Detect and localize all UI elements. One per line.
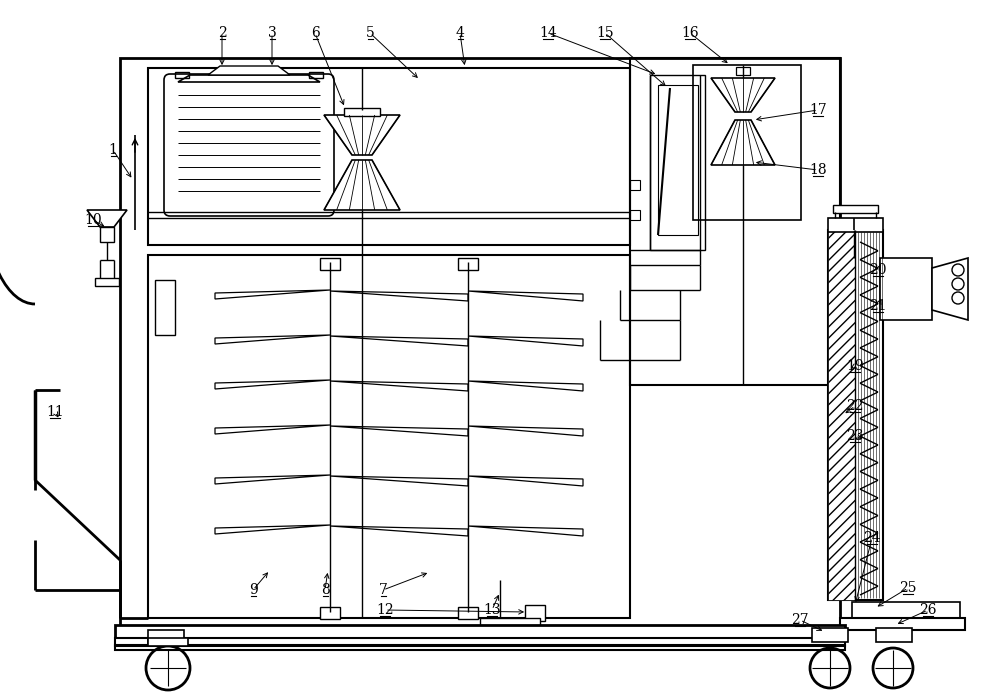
Polygon shape	[330, 476, 468, 486]
Polygon shape	[215, 475, 330, 484]
Bar	[344, 108, 380, 116]
Polygon shape	[468, 426, 583, 436]
Text: 9: 9	[249, 583, 257, 597]
Polygon shape	[468, 336, 583, 346]
Text: 25: 25	[899, 581, 917, 595]
Polygon shape	[208, 66, 290, 75]
Text: 8: 8	[321, 583, 329, 597]
Bar	[120, 58, 840, 630]
Text: 4: 4	[456, 26, 464, 40]
Text: 15: 15	[596, 26, 614, 40]
Text: 10: 10	[84, 213, 102, 227]
Bar	[876, 628, 912, 642]
Text: 18: 18	[809, 163, 827, 177]
Bar	[840, 618, 965, 630]
Bar	[630, 210, 640, 220]
Polygon shape	[468, 476, 583, 486]
Bar	[828, 230, 855, 600]
Bar	[148, 255, 630, 618]
Bar	[309, 72, 323, 78]
Polygon shape	[330, 336, 468, 346]
Text: 16: 16	[681, 26, 699, 40]
Text: 26: 26	[919, 603, 937, 617]
Polygon shape	[324, 160, 400, 210]
Text: 2: 2	[218, 26, 226, 40]
Polygon shape	[711, 120, 775, 165]
Bar	[630, 180, 640, 190]
Polygon shape	[330, 381, 468, 391]
Bar	[880, 258, 932, 320]
Bar	[175, 72, 189, 78]
Polygon shape	[324, 115, 400, 155]
Bar	[115, 645, 845, 650]
FancyBboxPatch shape	[164, 74, 334, 216]
Text: 5: 5	[366, 26, 374, 40]
Text: 24: 24	[863, 531, 881, 545]
Bar	[100, 227, 114, 242]
Bar	[155, 280, 175, 335]
Bar	[115, 638, 845, 646]
Polygon shape	[711, 78, 775, 112]
Bar	[828, 218, 883, 232]
Polygon shape	[330, 426, 468, 436]
Text: 1: 1	[109, 143, 117, 157]
Bar	[828, 230, 883, 600]
Polygon shape	[330, 526, 468, 536]
Text: 14: 14	[539, 26, 557, 40]
Text: 20: 20	[869, 263, 887, 277]
Bar	[658, 85, 698, 235]
Text: 12: 12	[376, 603, 394, 617]
Polygon shape	[87, 210, 127, 227]
Text: 21: 21	[869, 299, 887, 313]
Polygon shape	[468, 291, 583, 301]
Text: 22: 22	[846, 399, 864, 413]
Bar	[833, 205, 878, 213]
Bar	[148, 68, 630, 245]
Polygon shape	[468, 526, 583, 536]
Polygon shape	[932, 258, 968, 320]
Bar	[320, 258, 340, 270]
Bar	[480, 618, 540, 633]
Polygon shape	[215, 335, 330, 344]
Bar	[148, 638, 188, 646]
Text: 17: 17	[809, 103, 827, 117]
Bar	[525, 605, 545, 621]
Bar	[630, 58, 840, 385]
Bar	[148, 630, 184, 644]
Polygon shape	[215, 290, 330, 299]
Bar	[458, 607, 478, 619]
Text: 6: 6	[311, 26, 319, 40]
Text: 23: 23	[846, 429, 864, 443]
Bar	[650, 75, 705, 250]
Text: 27: 27	[791, 613, 809, 627]
Bar	[95, 278, 119, 286]
Bar	[852, 602, 960, 620]
Polygon shape	[178, 75, 320, 82]
Bar	[320, 607, 340, 619]
Text: 13: 13	[483, 603, 501, 617]
Polygon shape	[215, 380, 330, 389]
Text: 3: 3	[268, 26, 276, 40]
Polygon shape	[330, 291, 468, 301]
Text: 19: 19	[846, 359, 864, 373]
Bar	[736, 67, 750, 75]
Text: 11: 11	[46, 405, 64, 419]
Polygon shape	[215, 425, 330, 434]
Polygon shape	[468, 381, 583, 391]
Bar	[458, 258, 478, 270]
Bar	[812, 628, 848, 642]
Bar	[693, 65, 801, 220]
Text: 7: 7	[379, 583, 387, 597]
Polygon shape	[215, 525, 330, 534]
Bar	[115, 625, 845, 640]
